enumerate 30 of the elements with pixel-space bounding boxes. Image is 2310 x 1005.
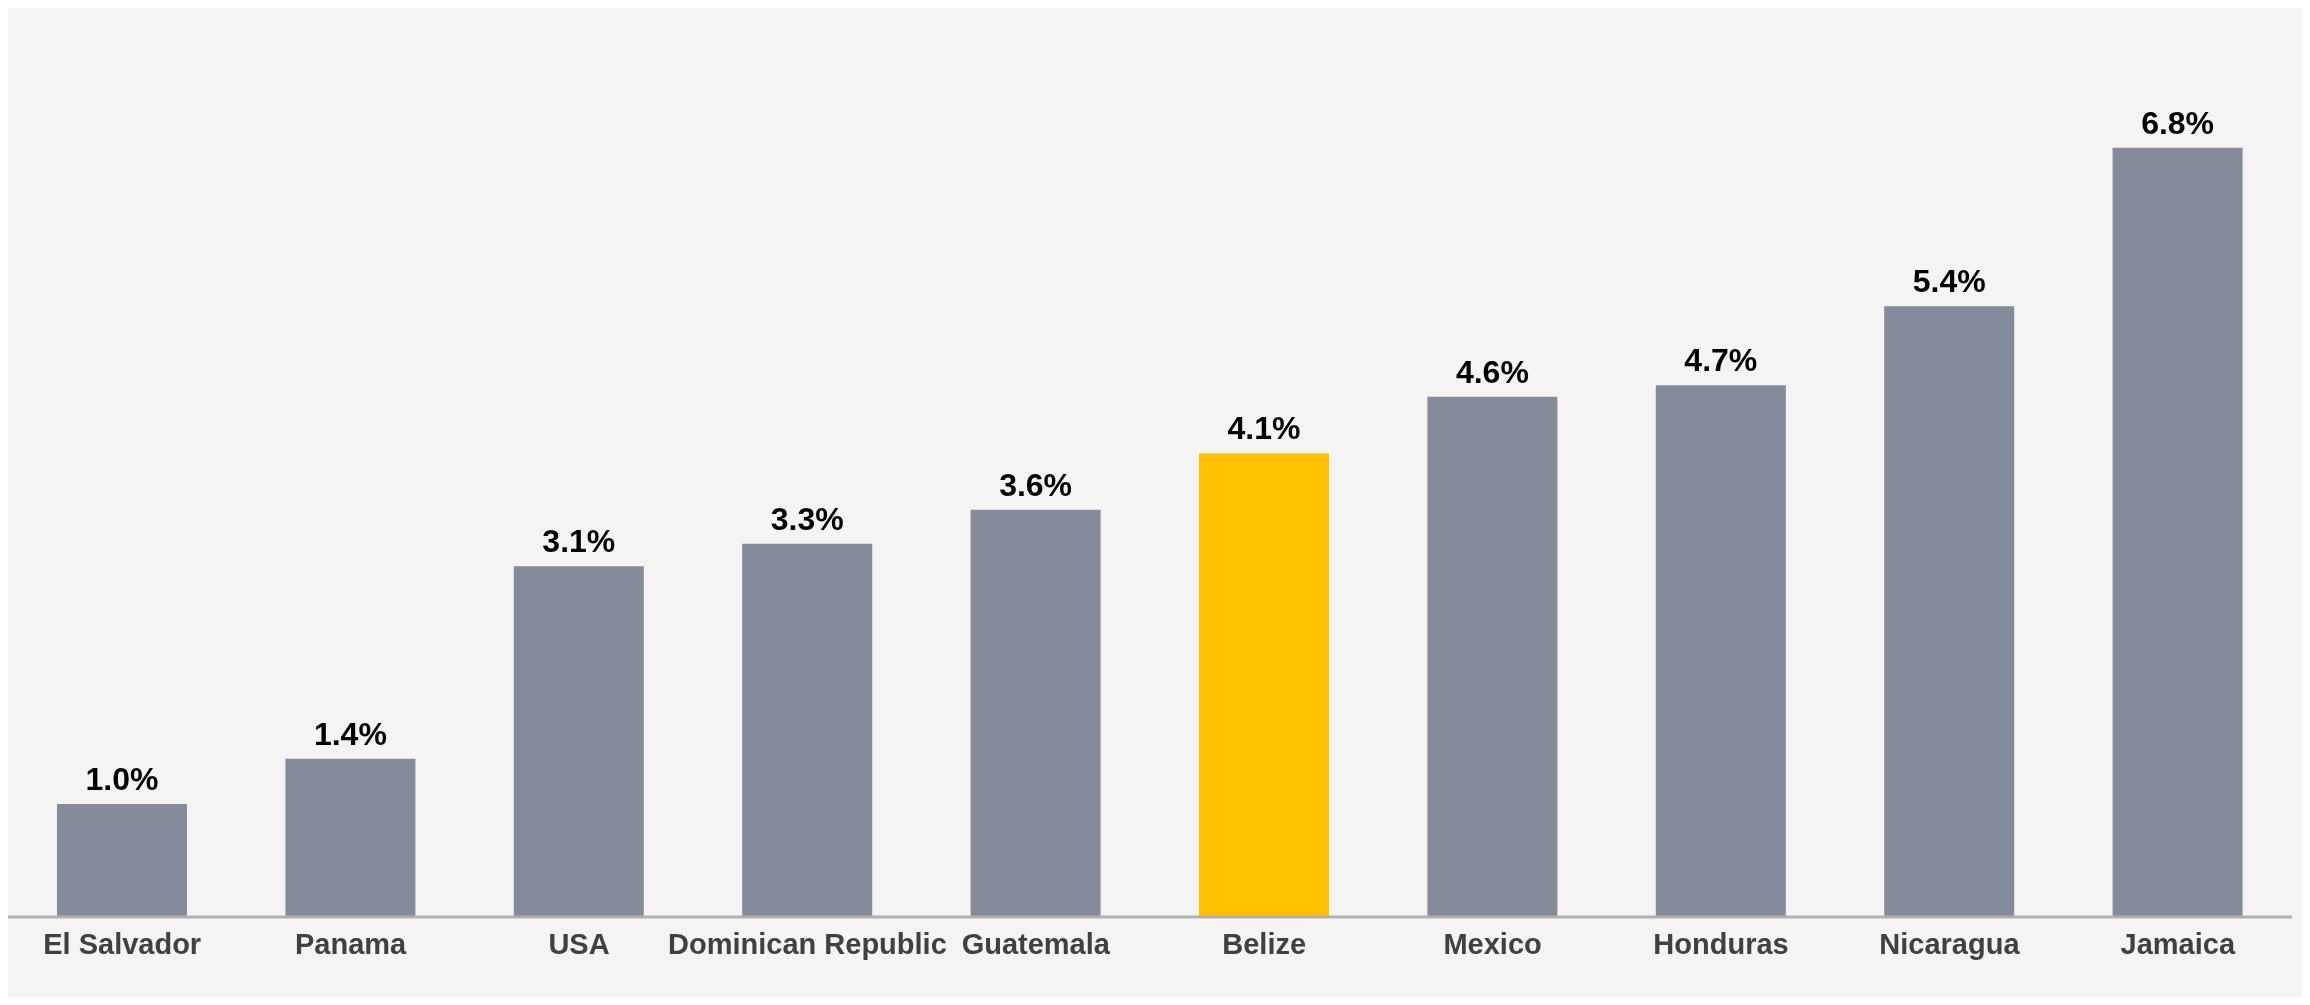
data-label: 4.7% [1684,342,1758,379]
bar [1199,453,1329,917]
x-tick-label: Belize [1222,927,1307,960]
data-label: 3.6% [999,466,1073,503]
bar [742,543,873,917]
x-tick-label: Jamaica [2120,927,2236,960]
bar [57,803,187,917]
bar [513,566,644,917]
x-tick-label: USA [548,927,610,960]
x-tick-label: Mexico [1443,927,1542,960]
x-tick-label: Honduras [1653,927,1789,960]
data-label: 3.1% [542,523,616,560]
x-tick-label: Nicaragua [1879,927,2021,960]
bar [1655,385,1786,917]
data-label: 6.8% [2141,104,2215,141]
bar [1884,306,2015,917]
data-label: 4.6% [1455,353,1529,390]
data-label: 5.4% [1912,263,1986,300]
x-tick-label: El Salvador [43,927,202,960]
data-label: 1.4% [313,715,387,752]
bar [2112,147,2243,917]
bar [285,758,416,917]
x-tick-label: Panama [294,927,408,960]
data-label: 1.0% [85,760,159,797]
x-tick-label: Guatemala [961,927,1111,960]
data-label: 3.3% [770,500,844,537]
bar [970,509,1101,917]
x-tick-label: Dominican Republic [668,927,947,960]
data-label: 4.1% [1227,410,1301,447]
bar [1427,396,1558,917]
